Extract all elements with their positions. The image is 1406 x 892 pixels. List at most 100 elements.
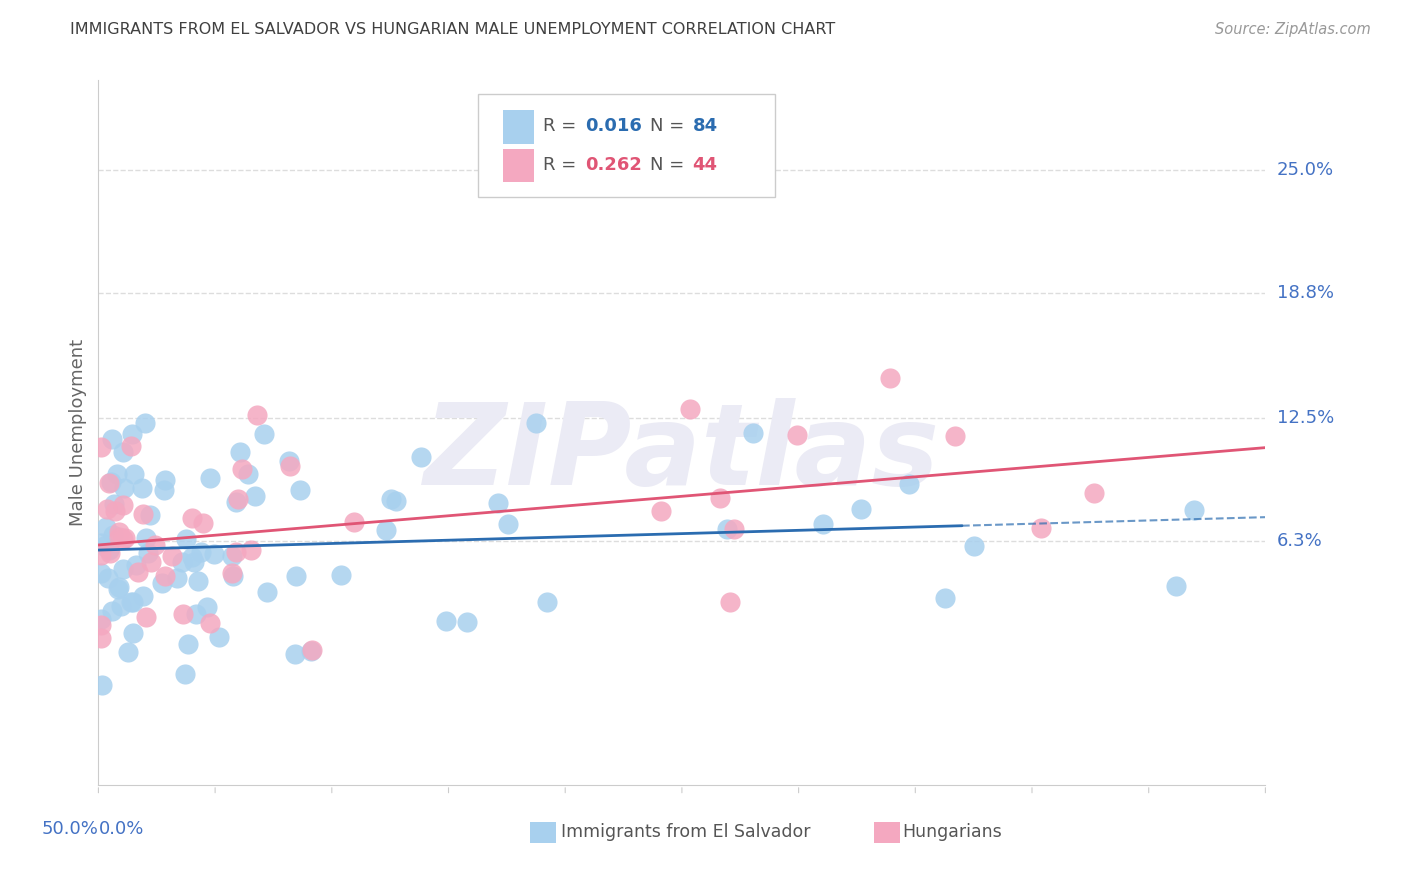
Point — [121, 625, 143, 640]
Text: R =: R = — [543, 156, 582, 174]
Point — [97, 571, 120, 585]
Point — [127, 565, 149, 579]
Point — [849, 501, 872, 516]
Point — [111, 445, 134, 459]
Point — [173, 667, 195, 681]
Point — [524, 417, 547, 431]
Point — [111, 532, 134, 546]
Point — [385, 494, 408, 508]
Point — [718, 595, 741, 609]
Text: N =: N = — [651, 156, 690, 174]
Point — [208, 630, 231, 644]
Point — [193, 516, 215, 531]
FancyBboxPatch shape — [503, 149, 534, 183]
Point — [1166, 579, 1188, 593]
Point — [136, 546, 159, 560]
Point — [221, 549, 243, 564]
Point — [90, 618, 112, 632]
Point — [160, 549, 183, 563]
Point — [108, 580, 131, 594]
Point — [153, 483, 176, 497]
Point — [101, 528, 124, 542]
Point — [181, 549, 204, 564]
Point — [90, 631, 112, 645]
Point — [299, 644, 322, 658]
Point — [135, 531, 157, 545]
Point — [150, 576, 173, 591]
Point — [679, 402, 702, 417]
Point — [181, 510, 204, 524]
Point — [1083, 486, 1105, 500]
Point — [186, 574, 208, 588]
Text: Hungarians: Hungarians — [903, 823, 1002, 841]
Text: IMMIGRANTS FROM EL SALVADOR VS HUNGARIAN MALE UNEMPLOYMENT CORRELATION CHART: IMMIGRANTS FROM EL SALVADOR VS HUNGARIAN… — [70, 22, 835, 37]
Point — [105, 467, 128, 481]
Point — [284, 647, 307, 661]
Point — [96, 502, 118, 516]
Point — [134, 416, 156, 430]
Point — [330, 567, 353, 582]
Point — [198, 616, 221, 631]
Point — [811, 516, 834, 531]
Text: 6.3%: 6.3% — [1277, 532, 1322, 549]
Point — [229, 444, 252, 458]
Point — [132, 589, 155, 603]
Point — [716, 522, 738, 536]
Text: Immigrants from El Salvador: Immigrants from El Salvador — [561, 823, 810, 841]
Text: 0.262: 0.262 — [585, 156, 643, 174]
Text: 18.8%: 18.8% — [1277, 284, 1333, 301]
Point — [253, 427, 276, 442]
Point — [723, 522, 745, 536]
Point — [121, 594, 143, 608]
Point — [121, 594, 143, 608]
Point — [122, 467, 145, 481]
Y-axis label: Male Unemployment: Male Unemployment — [69, 339, 87, 526]
Point — [101, 604, 124, 618]
Point — [98, 541, 121, 556]
Point — [100, 475, 122, 490]
Point — [111, 562, 134, 576]
Point — [139, 508, 162, 522]
Text: ZIPatlas: ZIPatlas — [423, 398, 941, 509]
Point — [742, 425, 765, 440]
Point — [202, 547, 225, 561]
Point — [104, 504, 127, 518]
Point — [131, 481, 153, 495]
Point — [650, 504, 672, 518]
Point — [132, 508, 155, 522]
Point — [195, 599, 218, 614]
Point — [278, 459, 301, 474]
Point — [243, 489, 266, 503]
Point — [256, 585, 278, 599]
Point — [231, 462, 253, 476]
Point — [284, 569, 307, 583]
Point — [155, 473, 177, 487]
Point — [121, 427, 143, 442]
Point — [172, 607, 194, 622]
Point — [943, 429, 966, 443]
Point — [117, 645, 139, 659]
Point — [301, 643, 323, 657]
Point — [221, 566, 243, 581]
Point — [120, 439, 142, 453]
Point — [536, 595, 558, 609]
Text: 50.0%: 50.0% — [42, 820, 98, 838]
Point — [225, 545, 247, 559]
Point — [177, 637, 200, 651]
FancyBboxPatch shape — [503, 110, 534, 144]
Point — [498, 517, 520, 532]
Point — [107, 582, 129, 596]
Point — [97, 543, 120, 558]
Point — [98, 546, 121, 560]
Point — [934, 591, 956, 606]
FancyBboxPatch shape — [478, 95, 775, 196]
Point — [200, 471, 222, 485]
Point — [409, 450, 432, 464]
Point — [135, 610, 157, 624]
Point — [90, 440, 112, 454]
Point — [1182, 503, 1205, 517]
FancyBboxPatch shape — [530, 822, 555, 843]
Point — [375, 524, 398, 538]
Point — [239, 543, 262, 558]
Text: 0.0%: 0.0% — [98, 820, 143, 838]
